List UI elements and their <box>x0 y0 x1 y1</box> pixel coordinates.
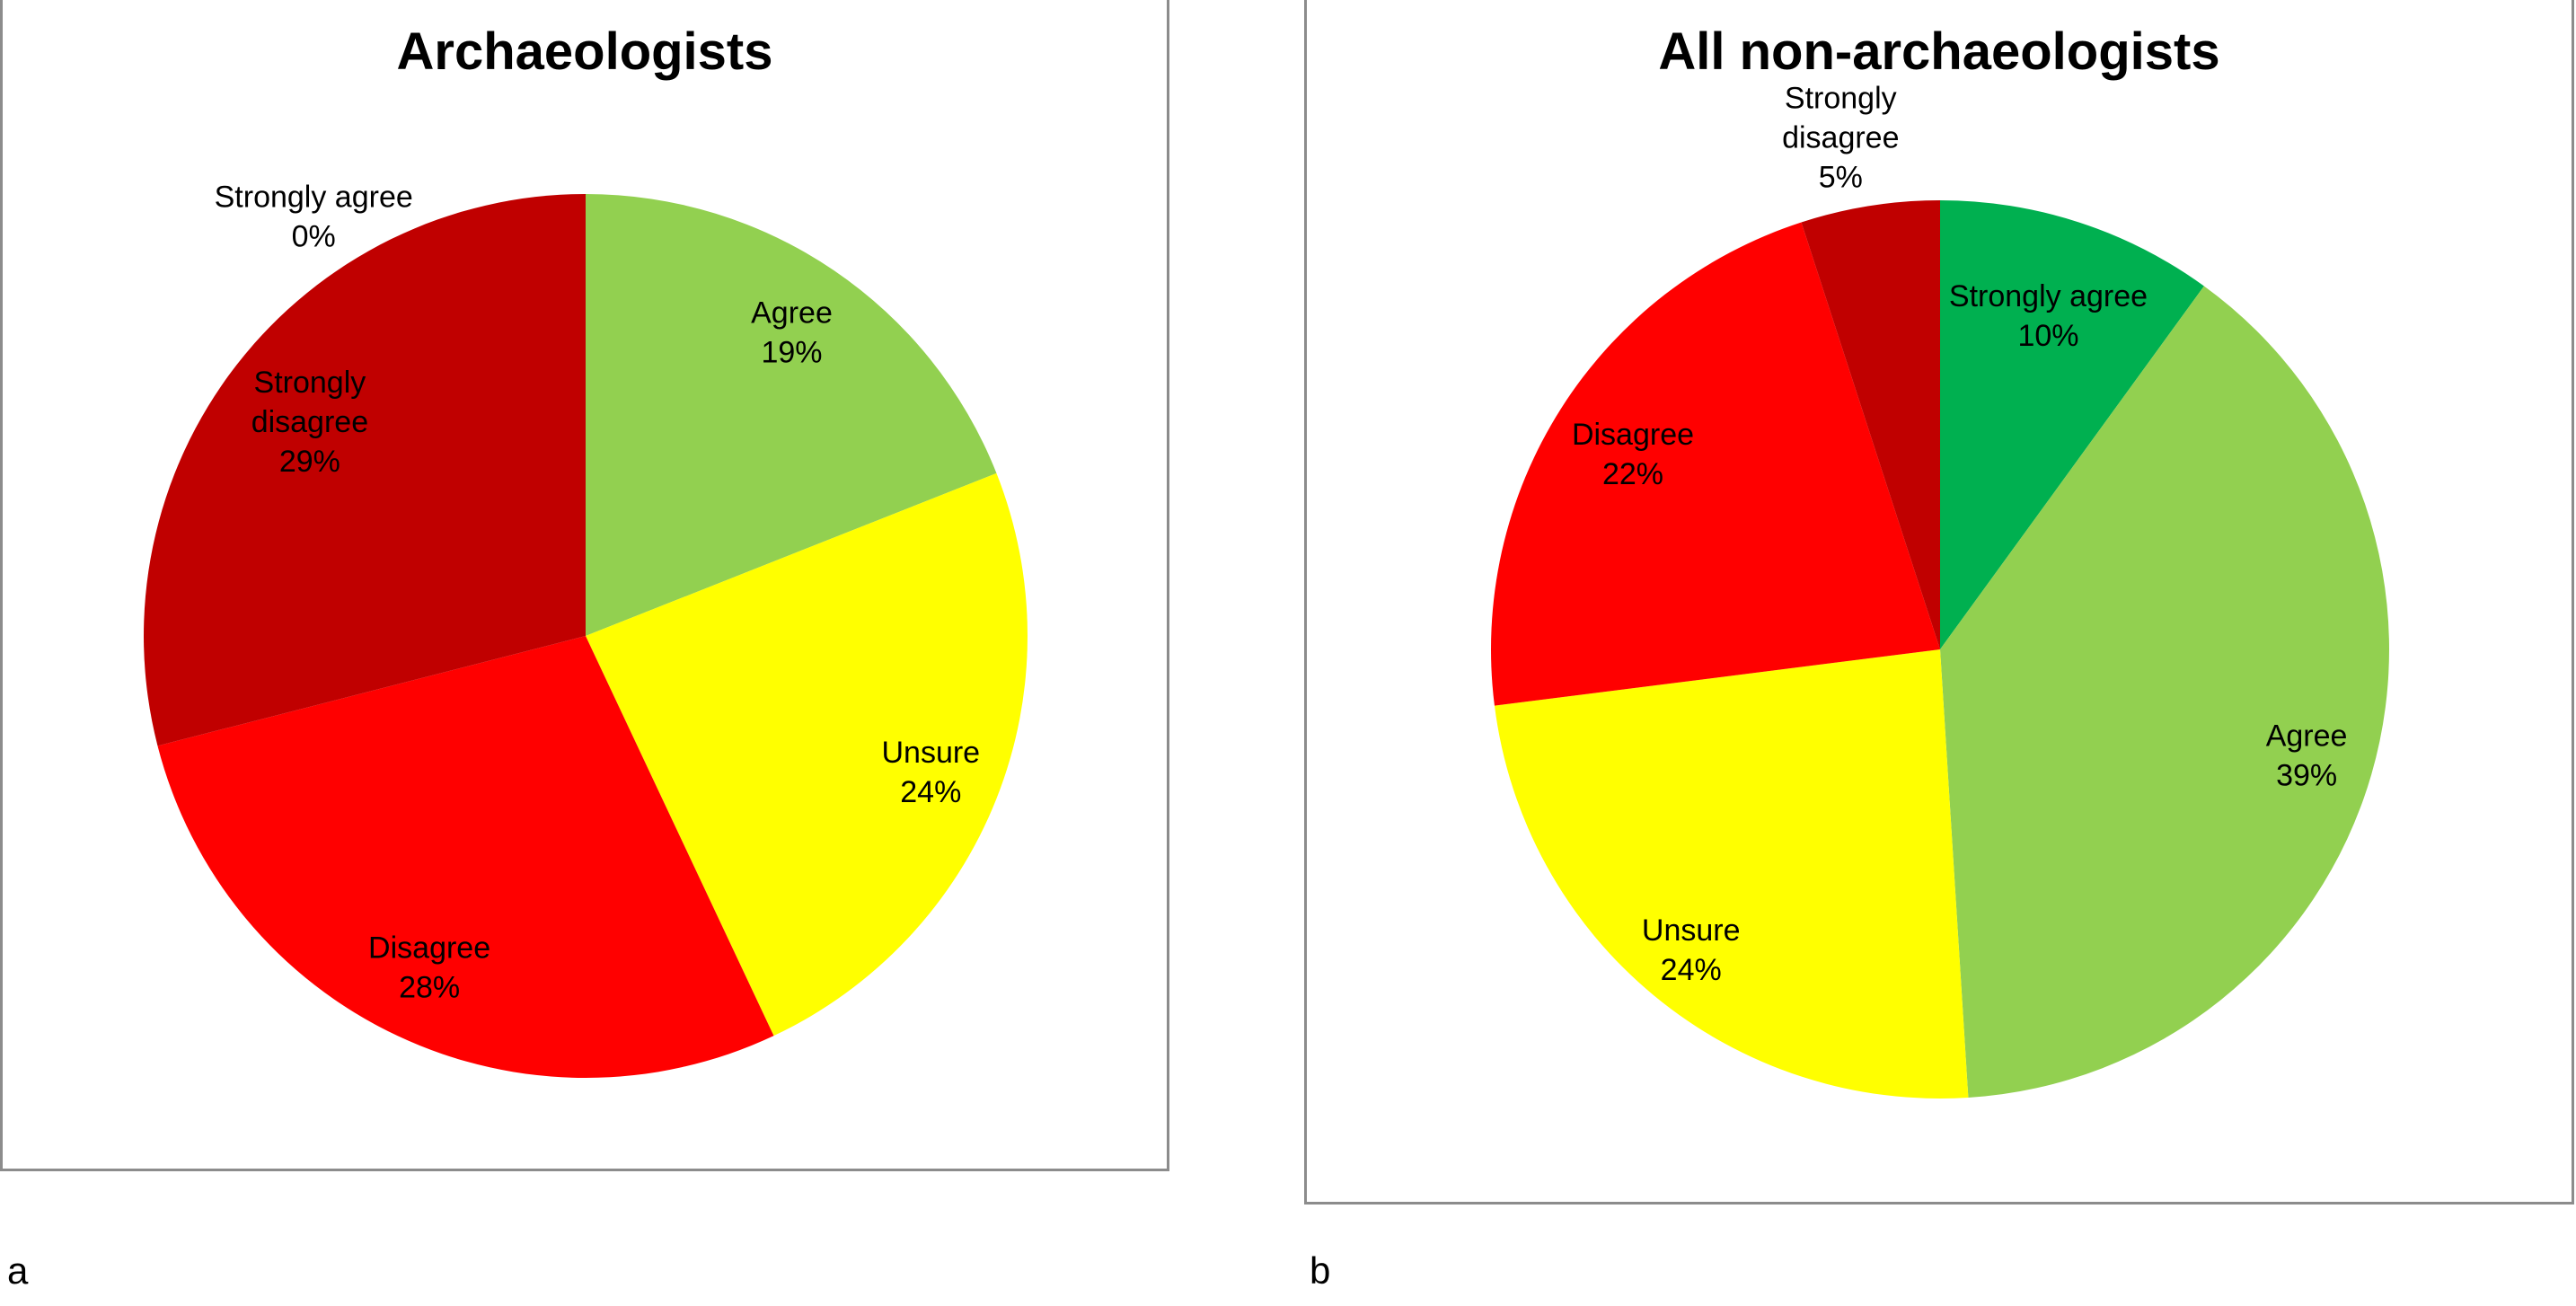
pie-slice-disagree <box>157 636 774 1078</box>
panel-letter-b: b <box>1310 1249 1331 1292</box>
pie-slice-unsure <box>1494 649 1969 1099</box>
chart-title-archaeologists: Archaeologists <box>396 22 773 81</box>
pie-slice-agree <box>586 194 997 636</box>
panel-letter-a: a <box>7 1249 29 1292</box>
pie-label-strongly-agree: Strongly agree 0% <box>215 181 413 254</box>
pie-label-unsure: Unsure 24% <box>881 736 980 809</box>
pie-slice-unsure <box>586 472 1028 1037</box>
pie-label-strongly-disagree: Strongly disagree 5% <box>1782 82 1899 195</box>
pie-slice-strongly-disagree <box>144 194 586 746</box>
pie-slice-strongly-disagree <box>1801 200 1940 649</box>
pie-label-strongly-agree: Strongly agree 10% <box>1949 279 2148 353</box>
pie-slice-disagree <box>1490 222 1940 706</box>
pie-label-disagree: Disagree 28% <box>368 931 490 1005</box>
pie-slice-strongly-agree <box>1940 200 2204 649</box>
pie-label-agree: Agree 19% <box>751 296 833 369</box>
chart-title-non-archaeologists: All non-archaeologists <box>1658 22 2220 81</box>
pie-label-unsure: Unsure 24% <box>1642 913 1741 987</box>
pie-label-disagree: Disagree 22% <box>1572 418 1694 491</box>
pie-label-strongly-disagree: Strongly disagree 29% <box>251 366 368 479</box>
pie-slice-agree <box>1940 286 2389 1099</box>
pie-label-agree: Agree 39% <box>2266 719 2348 793</box>
